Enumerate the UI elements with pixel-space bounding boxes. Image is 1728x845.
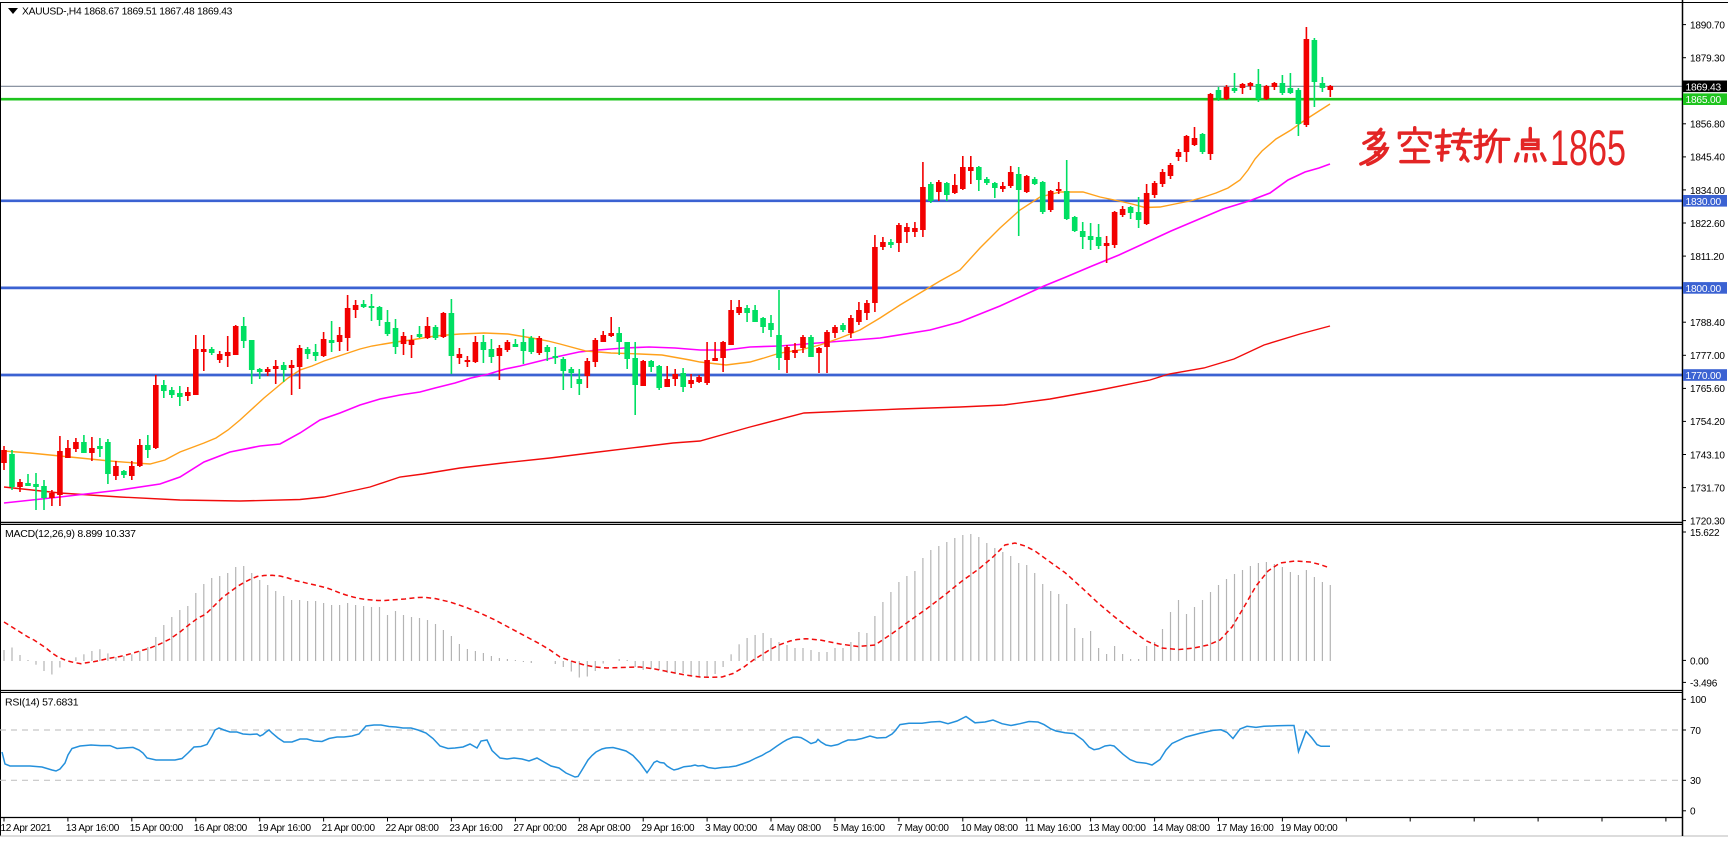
svg-text:15 Apr 00:00: 15 Apr 00:00 [130, 823, 184, 834]
svg-text:5 May 16:00: 5 May 16:00 [833, 823, 885, 834]
svg-text:1869.43: 1869.43 [1686, 82, 1722, 93]
svg-text:1865: 1865 [1550, 120, 1626, 176]
svg-text:70: 70 [1690, 726, 1701, 737]
svg-text:1800.00: 1800.00 [1686, 284, 1722, 295]
svg-text:MACD(12,26,9) 8.899 10.337: MACD(12,26,9) 8.899 10.337 [5, 528, 136, 540]
svg-text:27 Apr 00:00: 27 Apr 00:00 [513, 823, 567, 834]
svg-text:1777.00: 1777.00 [1690, 351, 1725, 362]
svg-text:XAUUSD-,H4 1868.67 1869.51 18: XAUUSD-,H4 1868.67 1869.51 1867.48 1869.… [22, 7, 233, 18]
svg-text:15.622: 15.622 [1690, 528, 1720, 539]
svg-text:1754.20: 1754.20 [1690, 417, 1725, 428]
svg-text:7 May 00:00: 7 May 00:00 [897, 823, 949, 834]
svg-text:19 Apr 16:00: 19 Apr 16:00 [258, 823, 312, 834]
svg-text:1770.00: 1770.00 [1686, 371, 1722, 382]
svg-text:100: 100 [1690, 695, 1707, 706]
svg-text:16 Apr 08:00: 16 Apr 08:00 [194, 823, 248, 834]
svg-text:1788.40: 1788.40 [1690, 318, 1725, 329]
svg-text:11 May 16:00: 11 May 16:00 [1025, 823, 1082, 834]
svg-text:1879.30: 1879.30 [1690, 54, 1725, 65]
svg-text:23 Apr 16:00: 23 Apr 16:00 [449, 823, 503, 834]
svg-text:10 May 08:00: 10 May 08:00 [961, 823, 1019, 834]
svg-text:1890.70: 1890.70 [1690, 20, 1725, 31]
svg-text:1731.70: 1731.70 [1690, 483, 1725, 494]
svg-text:0: 0 [1690, 807, 1696, 818]
svg-text:4 May 08:00: 4 May 08:00 [769, 823, 821, 834]
svg-text:1830.00: 1830.00 [1686, 197, 1722, 208]
svg-text:-3.496: -3.496 [1690, 678, 1718, 689]
svg-text:12 Apr 2021: 12 Apr 2021 [1, 823, 52, 834]
svg-text:17 May 16:00: 17 May 16:00 [1217, 823, 1275, 834]
svg-text:1865.00: 1865.00 [1686, 95, 1722, 106]
svg-text:13 May 00:00: 13 May 00:00 [1089, 823, 1147, 834]
svg-text:22 Apr 08:00: 22 Apr 08:00 [386, 823, 440, 834]
svg-text:19 May 00:00: 19 May 00:00 [1280, 823, 1338, 834]
svg-text:1856.80: 1856.80 [1690, 120, 1725, 131]
svg-text:1845.40: 1845.40 [1690, 153, 1725, 164]
svg-text:29 Apr 16:00: 29 Apr 16:00 [641, 823, 695, 834]
svg-text:1743.10: 1743.10 [1690, 450, 1725, 461]
svg-text:1765.60: 1765.60 [1690, 384, 1725, 395]
svg-text:21 Apr 00:00: 21 Apr 00:00 [322, 823, 376, 834]
svg-text:1834.00: 1834.00 [1690, 186, 1725, 197]
svg-text:3 May 00:00: 3 May 00:00 [705, 823, 757, 834]
svg-text:0.00: 0.00 [1690, 656, 1709, 667]
svg-text:1720.30: 1720.30 [1690, 516, 1725, 527]
svg-text:14 May 08:00: 14 May 08:00 [1153, 823, 1211, 834]
svg-text:RSI(14) 57.6831: RSI(14) 57.6831 [5, 697, 79, 709]
svg-text:30: 30 [1690, 776, 1701, 787]
svg-text:1822.60: 1822.60 [1690, 219, 1725, 230]
svg-text:28 Apr 08:00: 28 Apr 08:00 [577, 823, 631, 834]
svg-text:1811.20: 1811.20 [1690, 252, 1725, 263]
svg-text:13 Apr 16:00: 13 Apr 16:00 [66, 823, 120, 834]
